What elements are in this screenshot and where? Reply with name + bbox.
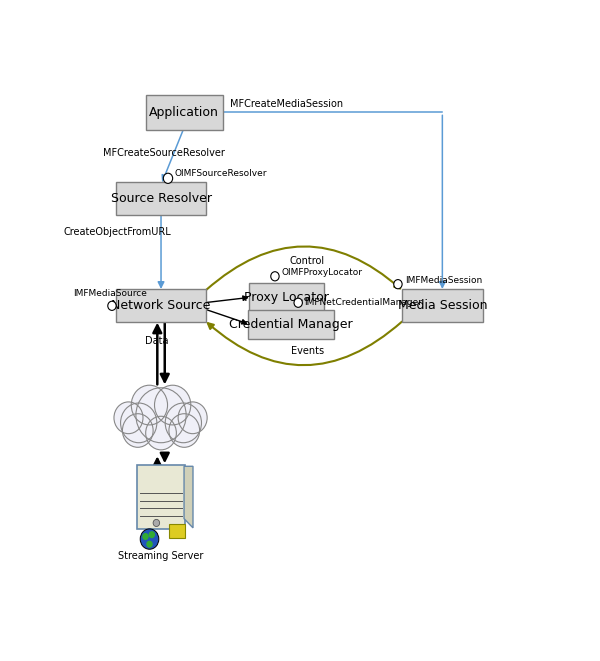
- Text: IMFNetCredentialManager: IMFNetCredentialManager: [304, 298, 422, 307]
- Circle shape: [131, 385, 167, 425]
- Text: CreateObjectFromURL: CreateObjectFromURL: [64, 227, 171, 237]
- Text: Streaming Server: Streaming Server: [118, 551, 204, 561]
- Text: MFCreateMediaSession: MFCreateMediaSession: [230, 99, 343, 109]
- Text: Data: Data: [145, 336, 168, 346]
- Text: Network Source: Network Source: [112, 299, 211, 312]
- Circle shape: [155, 385, 191, 425]
- FancyBboxPatch shape: [137, 465, 185, 529]
- Circle shape: [294, 298, 302, 307]
- Circle shape: [146, 416, 176, 450]
- FancyBboxPatch shape: [146, 95, 223, 130]
- Circle shape: [122, 414, 153, 447]
- Polygon shape: [184, 466, 193, 528]
- Text: Application: Application: [149, 106, 219, 119]
- Circle shape: [165, 403, 202, 443]
- FancyBboxPatch shape: [116, 182, 206, 215]
- Text: OIMFSourceResolver: OIMFSourceResolver: [175, 169, 268, 178]
- Circle shape: [178, 402, 207, 434]
- Circle shape: [271, 272, 279, 281]
- Text: MFCreateSourceResolver: MFCreateSourceResolver: [103, 147, 225, 158]
- Text: Events: Events: [291, 346, 324, 356]
- FancyBboxPatch shape: [248, 311, 334, 339]
- Text: Source Resolver: Source Resolver: [110, 192, 212, 206]
- Circle shape: [146, 541, 153, 548]
- Circle shape: [163, 173, 173, 183]
- Circle shape: [149, 531, 155, 538]
- Circle shape: [108, 301, 116, 311]
- Circle shape: [169, 414, 200, 447]
- Circle shape: [121, 403, 157, 443]
- Text: Credential Manager: Credential Manager: [229, 318, 353, 331]
- Text: Control: Control: [290, 256, 325, 266]
- FancyBboxPatch shape: [116, 290, 206, 323]
- Text: Media Session: Media Session: [398, 299, 487, 312]
- Circle shape: [142, 533, 149, 540]
- Circle shape: [114, 402, 143, 434]
- Text: IMFMediaSource: IMFMediaSource: [73, 289, 146, 297]
- Circle shape: [153, 520, 160, 527]
- FancyBboxPatch shape: [250, 283, 324, 311]
- Text: OIMFProxyLocator: OIMFProxyLocator: [281, 268, 362, 277]
- FancyBboxPatch shape: [169, 524, 185, 538]
- Circle shape: [140, 529, 159, 549]
- Circle shape: [394, 280, 402, 289]
- FancyBboxPatch shape: [401, 290, 483, 323]
- Text: IMFMediaSession: IMFMediaSession: [405, 276, 482, 285]
- Text: Proxy Locator: Proxy Locator: [244, 291, 329, 303]
- Circle shape: [136, 388, 186, 443]
